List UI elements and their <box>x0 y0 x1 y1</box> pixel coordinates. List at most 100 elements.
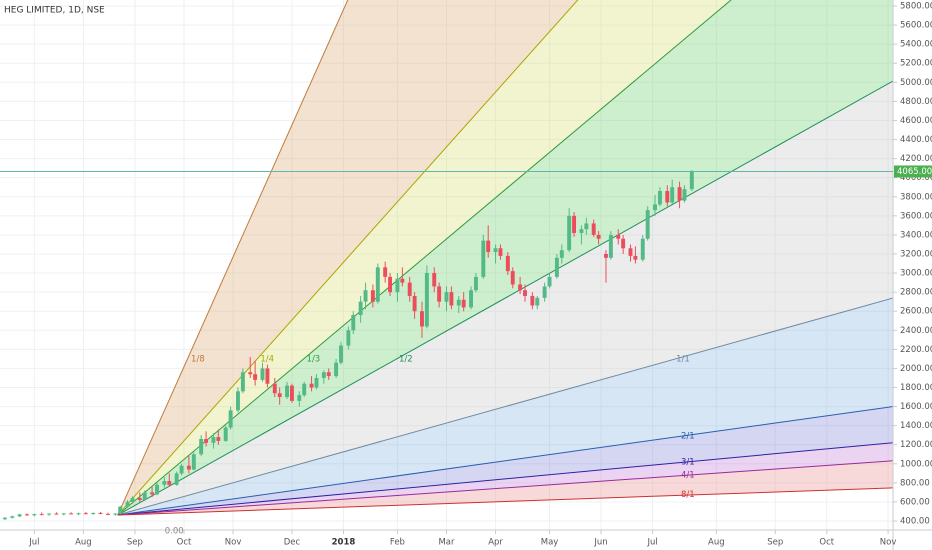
fan-label: 1/1 <box>676 354 690 364</box>
candle-body <box>118 506 123 514</box>
candle-body <box>395 278 400 293</box>
candle-body <box>142 492 147 501</box>
candle-body <box>633 255 638 260</box>
candle-body <box>370 290 375 302</box>
y-tick-label: 4400.00 <box>900 135 932 145</box>
candle-body <box>498 248 503 256</box>
candle-body <box>253 374 258 380</box>
candle-body <box>204 439 209 443</box>
fan-line <box>117 460 893 516</box>
x-tick-label: Jul <box>646 538 657 548</box>
fan-origin-label: 0.00 <box>165 527 184 537</box>
y-tick-label: 2600.00 <box>900 307 932 317</box>
candle-body <box>640 238 645 260</box>
candle-body <box>628 248 633 256</box>
candle-body <box>616 234 621 239</box>
candle-body <box>105 513 110 515</box>
candle-body <box>469 290 473 308</box>
candle-body <box>596 234 601 239</box>
fan-label: 1/2 <box>399 354 413 364</box>
candle-body <box>407 282 412 296</box>
y-tick-label: 2200.00 <box>900 345 932 355</box>
candle-body <box>260 368 265 380</box>
candle-body <box>334 362 339 377</box>
candle-body <box>47 513 52 515</box>
candle-body <box>130 498 135 502</box>
candle-body <box>486 240 491 253</box>
candle-body <box>461 299 466 308</box>
candle-body <box>444 292 449 302</box>
candle-body <box>167 480 172 485</box>
candle-body <box>424 273 429 327</box>
fan-line <box>117 80 893 516</box>
x-tick-label: Jul <box>28 538 39 548</box>
fan-label: 1/8 <box>191 354 205 364</box>
y-tick-label: 5200.00 <box>900 59 932 69</box>
x-tick-label: Mar <box>438 538 455 548</box>
candle-body <box>211 437 216 443</box>
candle-body <box>682 189 687 201</box>
candle-body <box>277 393 282 398</box>
x-tick-label: Sep <box>127 538 143 548</box>
candle-body <box>289 385 294 401</box>
candle-body <box>689 171 694 190</box>
fan-line <box>117 406 893 516</box>
fan-line <box>117 0 579 516</box>
candle-body <box>2 517 7 520</box>
y-tick-label: 1600.00 <box>900 402 932 412</box>
candle-body <box>150 492 155 495</box>
candle-body <box>113 513 118 515</box>
candle-body <box>326 372 331 377</box>
candle-body <box>591 223 596 235</box>
y-tick-label: 400.00 <box>900 517 930 527</box>
y-tick-label: 4600.00 <box>900 116 932 126</box>
candle-body <box>473 276 478 291</box>
x-tick-label: Dec <box>284 538 301 548</box>
chart-title: HEG LIMITED, 1D, NSE <box>4 6 105 16</box>
candle-body <box>228 410 233 428</box>
candle-body <box>665 191 670 203</box>
candle-body <box>186 465 191 470</box>
y-tick-label: 1400.00 <box>900 421 932 431</box>
candle-body <box>174 473 179 485</box>
candle-body <box>240 372 245 392</box>
candle-body <box>125 501 130 507</box>
candle-body <box>383 267 388 277</box>
candle-body <box>179 465 184 474</box>
candle-body <box>584 223 589 230</box>
candle-body <box>621 238 626 249</box>
candle-body <box>505 255 510 272</box>
y-tick-label: 1000.00 <box>900 459 932 469</box>
fan-label: 1/3 <box>307 354 321 364</box>
y-tick-label: 2400.00 <box>900 326 932 336</box>
fan-line <box>117 0 732 516</box>
candle-body <box>321 372 326 378</box>
y-tick-label: 600.00 <box>900 497 930 507</box>
candle-body <box>155 484 159 495</box>
candle-body <box>69 513 74 515</box>
candle-body <box>518 284 523 291</box>
candle-body <box>559 250 564 258</box>
x-tick-label: Oct <box>177 538 192 548</box>
candle-body <box>554 257 559 277</box>
fan-line <box>117 442 893 516</box>
candle-body <box>375 267 380 302</box>
x-tick-label: May <box>541 538 559 548</box>
candle-body <box>657 191 662 205</box>
candle-body <box>98 512 103 514</box>
y-tick-label: 1200.00 <box>900 440 932 450</box>
y-tick-label: 3400.00 <box>900 230 932 240</box>
candle-body <box>302 383 307 396</box>
x-tick-label: Nov <box>880 538 897 548</box>
candle-body <box>572 215 577 234</box>
x-tick-label: Oct <box>819 538 834 548</box>
y-tick-label: 3000.00 <box>900 269 932 279</box>
candle-body <box>76 513 81 515</box>
candle-body <box>604 253 608 258</box>
candle-body <box>542 286 547 298</box>
fan-line <box>117 297 893 516</box>
y-tick-label: 4800.00 <box>900 97 932 107</box>
x-tick-label: Nov <box>225 538 242 548</box>
candle-body <box>309 383 314 388</box>
